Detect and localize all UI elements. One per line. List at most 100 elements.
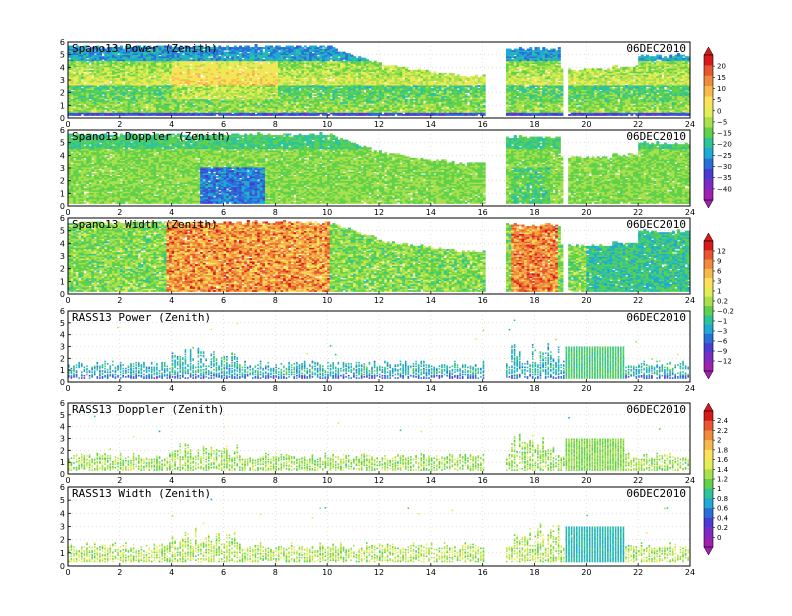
data-cell: [242, 47, 245, 49]
data-cell: [304, 108, 307, 110]
data-cell: [257, 79, 260, 81]
data-cell: [141, 111, 144, 113]
data-cell: [104, 100, 107, 102]
data-cell: [278, 46, 281, 48]
data-cell: [242, 71, 245, 73]
data-cell: [343, 52, 346, 54]
data-cell: [146, 108, 149, 110]
data-cell: [286, 46, 289, 48]
data-cell: [109, 84, 112, 86]
data-cell: [288, 46, 291, 48]
data-cell: [91, 77, 94, 79]
data-cell: [249, 84, 252, 86]
data-cell: [239, 73, 242, 75]
data-cell: [252, 47, 255, 49]
data-cell: [340, 102, 343, 104]
data-cell: [208, 96, 211, 98]
data-cell: [283, 47, 286, 49]
data-cell: [319, 103, 322, 105]
data-cell: [296, 103, 299, 105]
data-cell: [179, 85, 182, 87]
data-cell: [148, 77, 151, 79]
data-cell: [335, 49, 338, 51]
data-cell: [363, 58, 366, 60]
data-cell: [312, 85, 315, 87]
data-cell: [182, 105, 185, 107]
data-cell: [213, 97, 216, 99]
data-cell: [255, 62, 258, 64]
data-cell: [78, 74, 81, 76]
data-cell: [78, 105, 81, 107]
data-cell: [304, 112, 307, 114]
data-cell: [260, 64, 263, 66]
data-cell: [304, 79, 307, 81]
data-cell: [304, 46, 307, 48]
data-cell: [327, 114, 330, 116]
data-cell: [224, 52, 227, 54]
data-cell: [283, 112, 286, 114]
data-cell: [205, 82, 208, 84]
data-cell: [133, 105, 136, 107]
data-cell: [71, 99, 74, 101]
data-cell: [304, 49, 307, 51]
data-cell: [345, 53, 348, 55]
data-cell: [179, 94, 182, 96]
data-cell: [200, 68, 203, 70]
data-cell: [125, 73, 128, 75]
data-cell: [236, 67, 239, 69]
data-cell: [330, 61, 333, 63]
data-cell: [138, 91, 141, 93]
data-cell: [293, 77, 296, 79]
data-cell: [273, 47, 276, 49]
data-cell: [216, 87, 219, 89]
data-cell: [226, 52, 229, 54]
data-cell: [268, 64, 271, 66]
data-cell: [128, 64, 131, 66]
data-cell: [291, 46, 294, 48]
data-cell: [208, 58, 211, 60]
data-cell: [231, 47, 234, 49]
data-cell: [293, 47, 296, 49]
data-cell: [260, 47, 263, 49]
data-cell: [322, 94, 325, 96]
data-cell: [226, 46, 229, 48]
data-cell: [208, 100, 211, 102]
data-cell: [236, 56, 239, 58]
data-cell: [299, 46, 302, 48]
data-cell: [112, 111, 115, 113]
data-cell: [226, 99, 229, 101]
data-cell: [319, 65, 322, 67]
data-cell: [306, 99, 309, 101]
data-cell: [358, 56, 361, 58]
data-cell: [255, 44, 258, 46]
data-cell: [330, 58, 333, 60]
data-cell: [89, 100, 92, 102]
data-cell: [278, 52, 281, 54]
data-cell: [89, 70, 92, 72]
data-cell: [255, 114, 258, 116]
data-cell: [353, 99, 356, 101]
data-cell: [247, 46, 250, 48]
data-cell: [332, 47, 335, 49]
data-cell: [234, 46, 237, 48]
data-cell: [270, 99, 273, 101]
data-cell: [363, 93, 366, 95]
data-cell: [71, 91, 74, 93]
data-cell: [275, 74, 278, 76]
data-cell: [190, 68, 193, 70]
data-cell: [239, 53, 242, 55]
data-cell: [309, 46, 312, 48]
data-cell: [122, 84, 125, 86]
data-cell: [216, 77, 219, 79]
data-cell: [169, 81, 172, 83]
data-cell: [195, 97, 198, 99]
data-cell: [301, 47, 304, 49]
data-cell: [281, 93, 284, 95]
data-cell: [221, 47, 224, 49]
data-cell: [76, 68, 79, 70]
data-cell: [182, 73, 185, 75]
data-cell: [216, 90, 219, 92]
data-cell: [356, 58, 359, 60]
data-cell: [218, 56, 221, 58]
data-cell: [345, 111, 348, 113]
